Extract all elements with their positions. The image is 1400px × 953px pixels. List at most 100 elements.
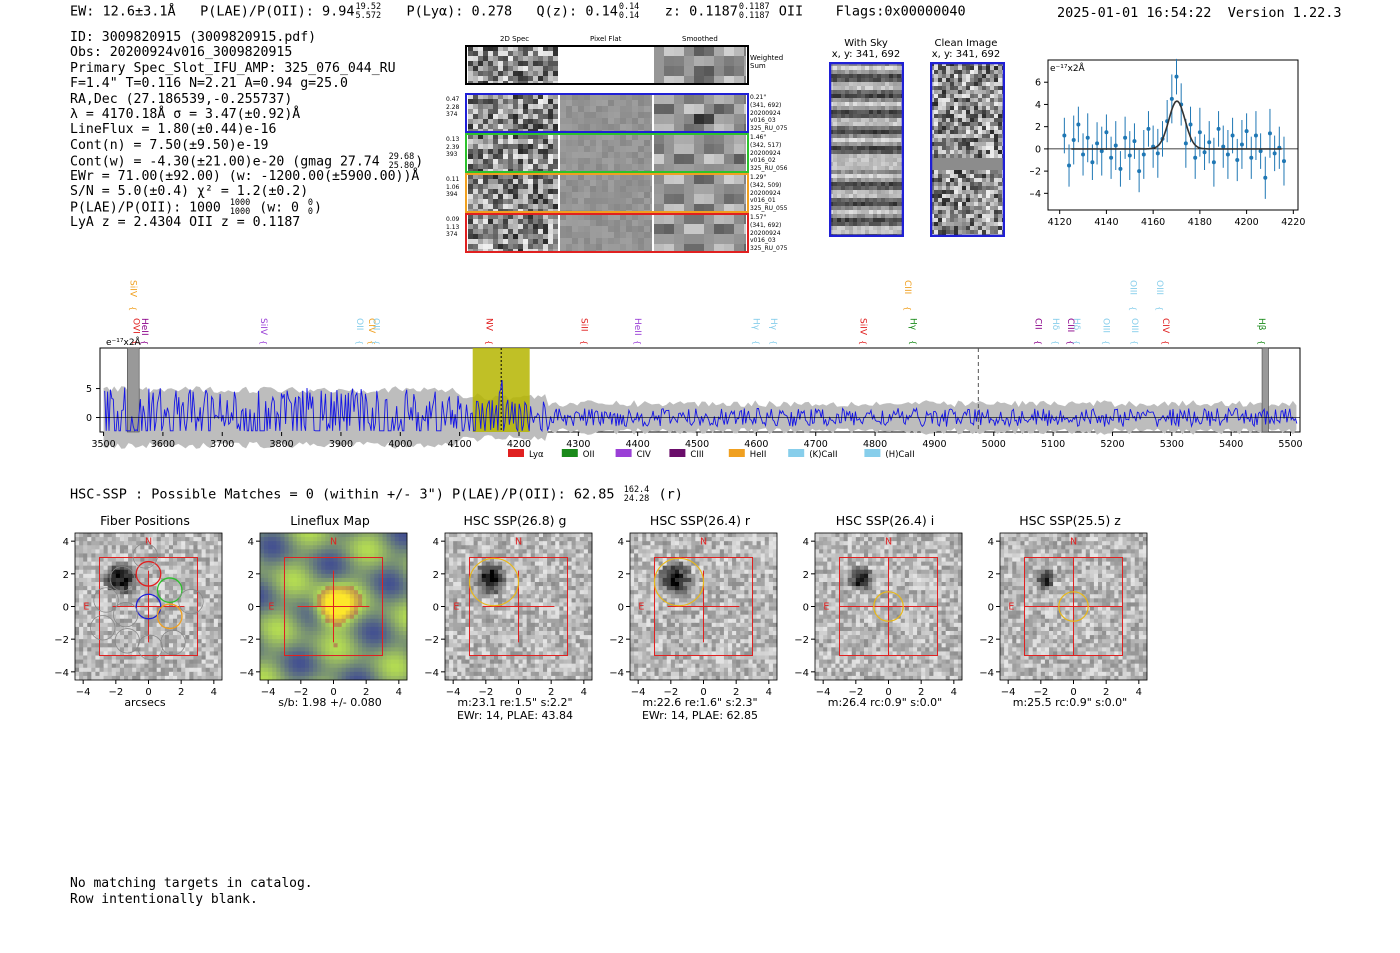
pixel [197, 602, 202, 607]
pixel [177, 622, 182, 628]
pixel [337, 545, 343, 550]
pixel [946, 154, 950, 158]
data-point [1267, 131, 1272, 136]
pixel [614, 192, 620, 198]
pixel [950, 178, 954, 182]
pixel [538, 209, 543, 212]
pixel [168, 655, 174, 660]
pixel [197, 569, 202, 575]
pixel [841, 86, 845, 90]
pixel [897, 190, 901, 194]
pixel [213, 651, 219, 656]
pixel [144, 626, 149, 632]
pixel [566, 214, 572, 220]
pixel [893, 150, 897, 154]
pixel [958, 142, 962, 146]
pixel [946, 66, 950, 70]
pixel [734, 234, 744, 244]
pixel [543, 71, 548, 76]
pixel [881, 70, 885, 74]
pixel [590, 232, 596, 238]
pixel [543, 51, 548, 56]
pixel [881, 230, 885, 234]
pixel [714, 244, 724, 252]
pixel [99, 671, 104, 677]
pixel [128, 545, 133, 550]
pixel [119, 569, 125, 575]
pixel [942, 230, 946, 234]
pixel [841, 66, 845, 70]
pixel [998, 110, 1002, 114]
pixel [79, 561, 84, 567]
pixel [865, 142, 869, 146]
pixel [853, 78, 857, 82]
pixel [160, 573, 166, 579]
pixel [75, 614, 80, 620]
pixel [861, 74, 865, 78]
pixel [897, 182, 901, 186]
x-tick-label: 3600 [151, 439, 175, 450]
pixel [493, 174, 498, 179]
pixel [473, 174, 478, 179]
pixel [173, 659, 178, 665]
pixel [548, 104, 553, 109]
pixel [164, 541, 170, 546]
pixel [684, 114, 694, 124]
line-name: SiIV [258, 318, 268, 336]
pixel [893, 178, 897, 182]
pixel [942, 226, 946, 230]
pixel [889, 222, 893, 226]
pixel [213, 606, 219, 611]
pixel [962, 78, 966, 82]
pixel [386, 541, 392, 546]
pixel [990, 222, 994, 226]
pixel [345, 541, 351, 546]
pixel [201, 671, 207, 677]
pixel [986, 86, 990, 90]
pixel [107, 622, 113, 628]
pixel [329, 533, 334, 538]
pixel [91, 533, 96, 538]
spec-row-right-values: 1.46" (342, 517) 20200924 v016_02 325_RU_056 [750, 134, 788, 173]
pixel [321, 545, 326, 550]
pixel [152, 651, 158, 656]
pixel [91, 614, 96, 620]
pixel [853, 198, 857, 202]
col-smoothed-label: Smoothed [682, 35, 718, 43]
spec-row [465, 133, 749, 173]
pixel [209, 622, 215, 628]
pixel [877, 166, 881, 170]
pixel [543, 209, 548, 212]
pixel [173, 573, 178, 579]
pixel [998, 130, 1002, 134]
pixel [358, 545, 363, 550]
pixel [181, 545, 186, 550]
pixel [857, 202, 861, 206]
pixel [99, 541, 104, 546]
pixel [508, 164, 513, 169]
pixel [744, 56, 746, 66]
pixel [213, 565, 219, 571]
pixel [374, 541, 379, 546]
pixel [533, 109, 538, 114]
pixel [578, 106, 584, 112]
pixel [602, 214, 608, 220]
pixel [518, 194, 523, 199]
pixel [877, 174, 881, 178]
pixel [982, 82, 986, 86]
pixel [483, 194, 488, 199]
spec-row-right-values: 1.29" (342, 509) 20200924 v016_01 325_RU_055 [750, 174, 788, 213]
pixel [684, 214, 694, 224]
pixel [602, 174, 608, 180]
pixel [966, 94, 970, 98]
pixel [79, 663, 84, 669]
pixel [99, 594, 104, 599]
masked-region [127, 347, 140, 433]
line-name: Hβ [1256, 318, 1266, 331]
pixel [970, 118, 974, 122]
pixel [998, 158, 1002, 162]
pixel [260, 545, 265, 550]
pixel [620, 94, 626, 100]
pixel [309, 553, 314, 558]
pixel [478, 189, 483, 194]
